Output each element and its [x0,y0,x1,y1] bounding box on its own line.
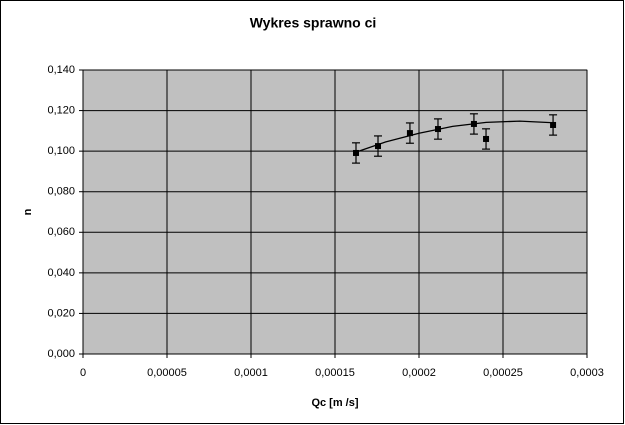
x-tick-label: 0,0001 [234,367,268,379]
y-tick-label: 0,140 [47,64,75,76]
x-tick-label: 0,00005 [147,367,187,379]
point [550,121,557,128]
y-tick-label: 0,000 [47,348,75,360]
x-tick-label: 0,0002 [402,367,436,379]
x-tick-label: 0,00025 [483,367,523,379]
y-tick-label: 0,040 [47,267,75,279]
trendline [355,120,554,153]
x-axis-label: Qc [m /s] [311,397,358,409]
point [353,149,359,156]
point [470,120,477,127]
x-tick-label: 0,00015 [315,367,355,379]
point [434,126,441,133]
point [406,130,413,137]
y-tick-label: 0,120 [47,104,75,116]
y-tick-label: 0,080 [47,186,75,198]
y-tick-label: 0,100 [47,145,75,157]
y-tick-label: 0,020 [47,307,75,319]
x-tick-label: 0 [80,367,86,379]
y-axis-label: n [22,208,34,215]
x-tick-label: 0,0003 [570,367,604,379]
point [375,143,382,150]
y-tick-label: 0,060 [47,226,75,238]
point [483,135,490,142]
chart-title: Wykres sprawno ci [250,15,377,31]
